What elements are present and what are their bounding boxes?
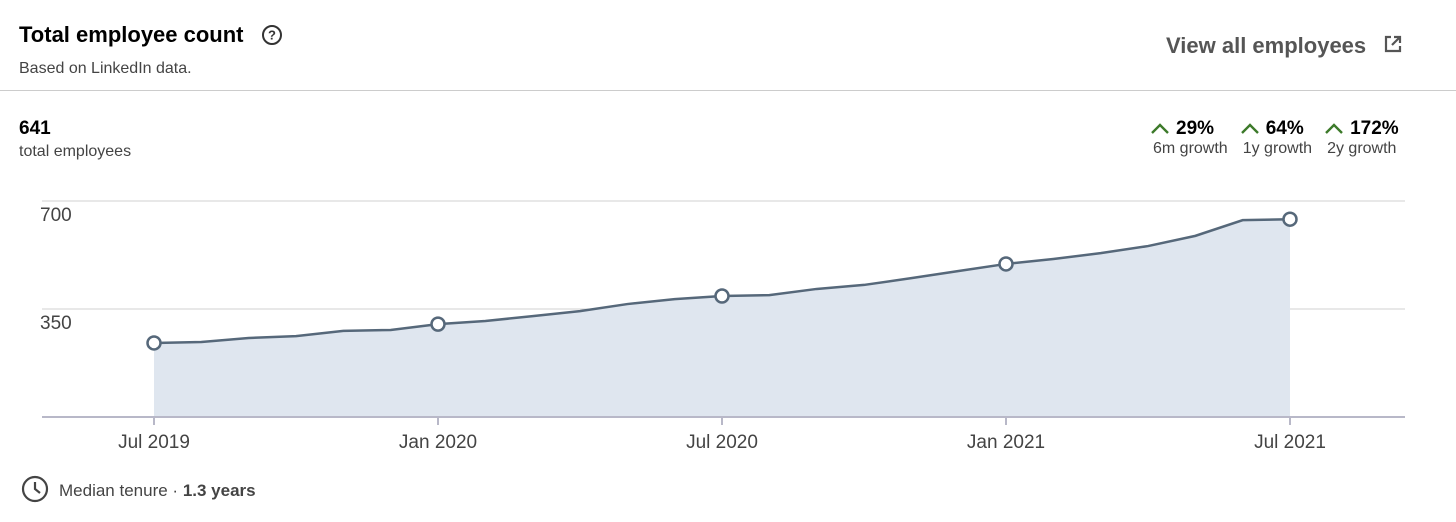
title: Total employee count <box>19 22 244 47</box>
up-arrow <box>1151 123 1169 134</box>
marker <box>998 256 1014 272</box>
y-tick-label: 700 <box>40 205 72 226</box>
divider <box>0 90 1456 91</box>
tenure-value: 1.3 years <box>182 481 256 500</box>
growth-item: 29% 6m growth <box>1150 118 1228 158</box>
growth-top: 172% <box>1324 118 1399 140</box>
growth-top: 64% <box>1240 118 1304 140</box>
x-tick-label: Jul 2021 <box>1254 432 1326 453</box>
up-arrow <box>1325 123 1343 134</box>
growth-value: 64% <box>1265 118 1304 139</box>
growth-item: 64% 1y growth <box>1240 118 1312 158</box>
marker <box>430 316 446 332</box>
growth-top: 29% <box>1150 118 1214 140</box>
marker <box>146 335 162 351</box>
growth-label: 2y growth <box>1327 140 1397 157</box>
subtitle: Based on LinkedIn data. <box>19 60 192 77</box>
growth-label: 6m growth <box>1153 140 1228 157</box>
external-icon <box>1384 35 1402 53</box>
tenure: Median tenure · 1.3 years <box>59 481 256 501</box>
view-all-link[interactable]: View all employees <box>1166 33 1367 58</box>
svg-text:?: ? <box>268 28 276 43</box>
growth-item: 172% 2y growth <box>1324 118 1399 158</box>
marker <box>1282 211 1298 227</box>
chart: 350 700 Jul 2019 Jan 2020 Jul 2020 Jan 2021 Ju… <box>40 200 1405 453</box>
marker <box>714 288 730 304</box>
y-tick-label: 350 <box>40 313 72 334</box>
growth-label: 1y growth <box>1242 140 1313 157</box>
growth-value: 172% <box>1350 118 1399 139</box>
x-tick-label: Jul 2020 <box>686 432 758 453</box>
summary-value: 641 <box>19 118 51 139</box>
tenure-label: Median tenure · <box>59 481 179 500</box>
growth-value: 29% <box>1176 118 1215 139</box>
x-tick-label: Jan 2021 <box>967 432 1045 453</box>
clock-icon <box>21 475 49 503</box>
growth-list: 29% 6m growth 64% 1y growth 172% 2y growth <box>1150 118 1399 158</box>
x-tick-label: Jan 2020 <box>399 432 477 453</box>
up-arrow <box>1240 123 1259 134</box>
help-icon[interactable]: ? <box>261 24 283 46</box>
summary-label: total employees <box>19 143 132 160</box>
x-tick-label: Jul 2019 <box>118 432 190 453</box>
area <box>154 219 1290 417</box>
